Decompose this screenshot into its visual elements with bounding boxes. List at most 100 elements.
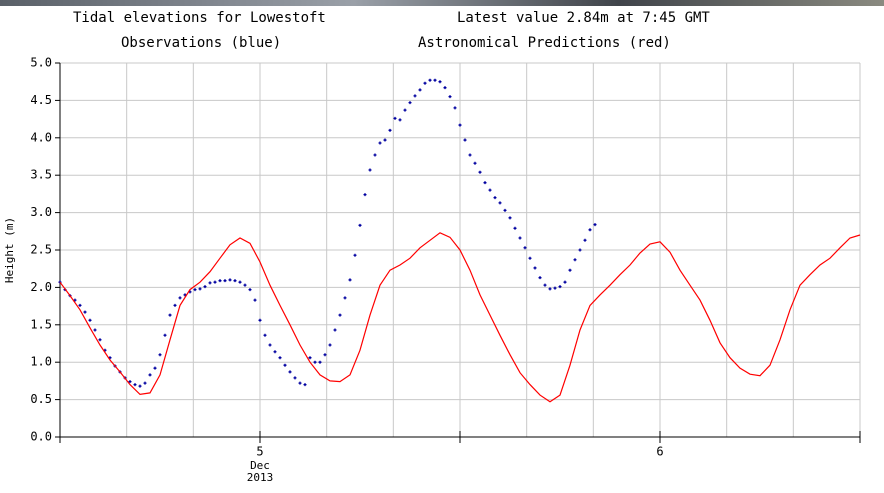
observation-point	[223, 279, 227, 283]
observation-point	[588, 228, 592, 232]
observation-point	[293, 376, 297, 380]
observation-point	[428, 78, 432, 82]
observation-point	[303, 383, 307, 387]
y-tick-label: 1.5	[30, 317, 52, 331]
observation-point	[398, 118, 402, 122]
y-tick-label: 5.0	[30, 56, 52, 70]
observation-point	[513, 226, 517, 230]
observation-point	[138, 384, 142, 388]
observation-point	[298, 381, 302, 385]
observation-point	[83, 310, 87, 314]
observation-point	[308, 356, 312, 360]
observation-point	[318, 360, 322, 364]
observation-point	[228, 278, 232, 282]
observation-point	[593, 223, 597, 227]
y-tick-label: 4.0	[30, 130, 52, 144]
observation-point	[243, 283, 247, 287]
observation-point	[383, 138, 387, 142]
observation-point	[563, 280, 567, 284]
y-tick-label: 4.5	[30, 93, 52, 107]
observation-point	[573, 258, 577, 262]
observation-point	[168, 313, 172, 317]
observation-point	[393, 116, 397, 120]
observation-point	[198, 287, 202, 291]
observation-point	[343, 296, 347, 300]
observation-point	[313, 360, 317, 364]
x-tick-label: 5	[256, 445, 263, 459]
observation-point	[233, 279, 237, 283]
observation-point	[288, 370, 292, 374]
photo-strip	[0, 0, 884, 6]
observation-point	[358, 223, 362, 227]
observation-point	[323, 353, 327, 357]
y-tick-label: 0.0	[30, 430, 52, 444]
observation-point	[263, 333, 267, 337]
observation-point	[163, 333, 167, 337]
observation-point	[158, 353, 162, 357]
observation-point	[478, 170, 482, 174]
observation-point	[463, 138, 467, 142]
y-tick-label: 2.5	[30, 243, 52, 257]
observation-point	[278, 356, 282, 360]
observation-point	[473, 161, 477, 165]
observation-point	[488, 188, 492, 192]
observation-point	[583, 238, 587, 242]
observation-point	[238, 280, 242, 284]
prediction-line	[59, 232, 861, 403]
observation-point	[503, 208, 507, 212]
observation-point	[143, 381, 147, 385]
observation-point	[133, 383, 137, 387]
observation-point	[248, 288, 252, 292]
observation-point	[408, 101, 412, 105]
observation-point	[268, 343, 272, 347]
observation-point	[273, 350, 277, 354]
observation-point	[253, 298, 257, 302]
x-sublabel: Dec	[250, 459, 270, 472]
observation-point	[533, 266, 537, 270]
observation-point	[173, 303, 177, 307]
legend-predictions: Astronomical Predictions (red)	[418, 35, 671, 51]
observation-point	[193, 288, 197, 292]
observation-point	[413, 94, 417, 98]
observation-point	[508, 216, 512, 220]
observation-point	[153, 366, 157, 370]
observation-point	[548, 287, 552, 291]
observation-point	[493, 196, 497, 200]
observation-point	[333, 328, 337, 332]
observation-point	[373, 153, 377, 157]
observation-point	[443, 86, 447, 90]
y-tick-label: 1.0	[30, 355, 52, 369]
observation-point	[98, 338, 102, 342]
observation-point	[353, 253, 357, 257]
observation-point	[483, 181, 487, 185]
chart-title: Tidal elevations for Lowestoft	[73, 10, 326, 26]
observation-point	[558, 285, 562, 289]
observation-point	[498, 201, 502, 205]
observation-point	[213, 280, 217, 284]
x-tick-label: 6	[656, 445, 663, 459]
observation-point	[128, 380, 132, 384]
y-tick-label: 3.5	[30, 168, 52, 182]
y-tick-label: 2.0	[30, 280, 52, 294]
observation-point	[578, 248, 582, 252]
observation-point	[523, 246, 527, 250]
y-tick-label: 0.5	[30, 392, 52, 406]
observation-point	[93, 328, 97, 332]
observation-point	[453, 106, 457, 110]
observation-point	[203, 285, 207, 289]
observation-point	[403, 108, 407, 112]
observation-point	[348, 278, 352, 282]
observation-point	[423, 81, 427, 85]
observation-point	[78, 303, 82, 307]
observation-point	[448, 95, 452, 99]
observation-point	[543, 283, 547, 287]
observation-point	[468, 153, 472, 157]
observation-point	[518, 236, 522, 240]
observation-point	[208, 281, 212, 285]
observation-point	[458, 123, 462, 127]
observation-point	[218, 279, 222, 283]
observation-point	[148, 373, 152, 377]
observation-point	[528, 256, 532, 260]
observation-point	[73, 298, 77, 302]
observation-point	[363, 193, 367, 197]
